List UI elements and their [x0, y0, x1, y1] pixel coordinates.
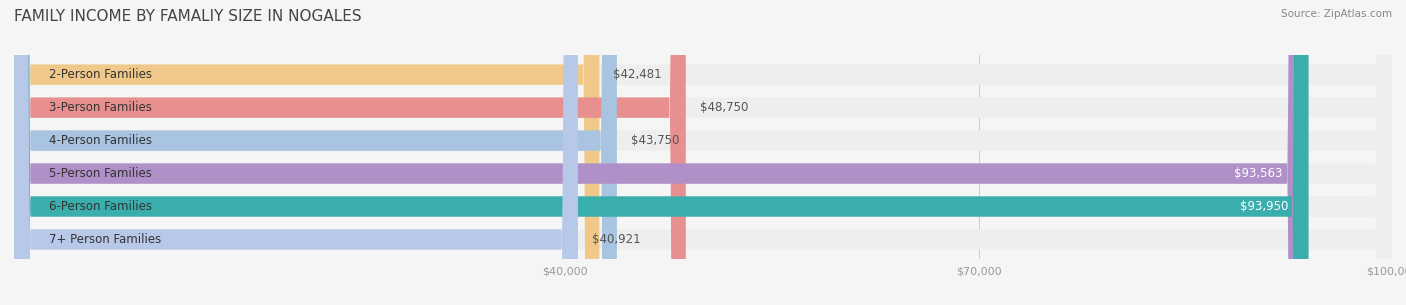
FancyBboxPatch shape [14, 0, 1392, 305]
FancyBboxPatch shape [14, 0, 1309, 305]
Text: $42,481: $42,481 [613, 68, 662, 81]
Text: Source: ZipAtlas.com: Source: ZipAtlas.com [1281, 9, 1392, 19]
FancyBboxPatch shape [14, 0, 1392, 305]
FancyBboxPatch shape [14, 0, 599, 305]
Text: $48,750: $48,750 [700, 101, 748, 114]
Text: $93,950: $93,950 [1240, 200, 1288, 213]
FancyBboxPatch shape [14, 0, 617, 305]
Text: FAMILY INCOME BY FAMALIY SIZE IN NOGALES: FAMILY INCOME BY FAMALIY SIZE IN NOGALES [14, 9, 361, 24]
Text: $40,921: $40,921 [592, 233, 640, 246]
Text: 6-Person Families: 6-Person Families [48, 200, 152, 213]
FancyBboxPatch shape [14, 0, 1303, 305]
Text: 2-Person Families: 2-Person Families [48, 68, 152, 81]
Text: 5-Person Families: 5-Person Families [48, 167, 152, 180]
FancyBboxPatch shape [14, 0, 1392, 305]
FancyBboxPatch shape [14, 0, 1392, 305]
Text: $93,563: $93,563 [1234, 167, 1282, 180]
FancyBboxPatch shape [14, 0, 1392, 305]
FancyBboxPatch shape [14, 0, 686, 305]
FancyBboxPatch shape [14, 0, 1392, 305]
Text: 3-Person Families: 3-Person Families [48, 101, 152, 114]
FancyBboxPatch shape [14, 0, 578, 305]
Text: $43,750: $43,750 [631, 134, 679, 147]
Text: 7+ Person Families: 7+ Person Families [48, 233, 160, 246]
Text: 4-Person Families: 4-Person Families [48, 134, 152, 147]
